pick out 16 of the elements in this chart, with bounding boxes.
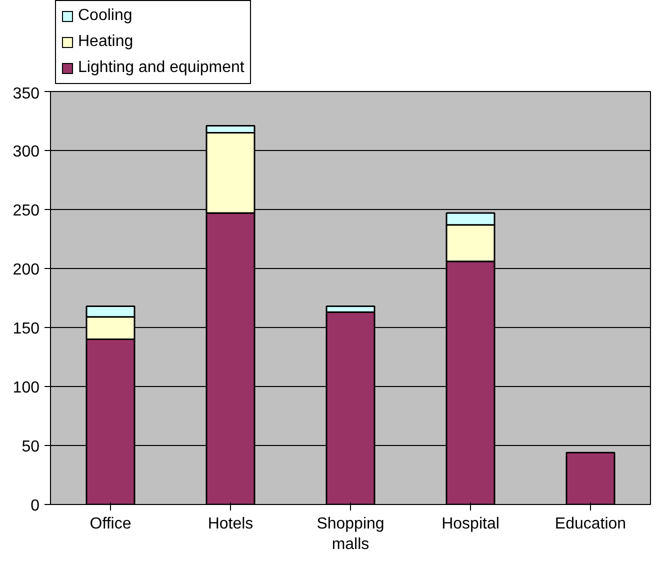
y-tick-label: 150 [12,320,40,338]
y-tick-label: 50 [22,438,40,456]
x-tick-label: Office [90,516,132,532]
x-tick-label: Hospital [442,516,500,532]
y-tick-label: 0 [30,498,40,514]
y-tick-label: 250 [12,202,40,220]
legend-label: Lighting and equipment [77,58,244,78]
y-tick-label: 300 [12,144,40,160]
x-tick-label: Education [554,516,626,532]
x-tick-label: Shopping malls [316,516,384,553]
y-tick-label: 350 [12,86,40,102]
legend-label: Heating [77,32,134,52]
y-tick-label: 200 [12,262,40,278]
legend-label: Cooling [77,6,134,26]
x-tick-label: Hotels [208,516,254,532]
y-tick-label: 100 [12,380,40,396]
